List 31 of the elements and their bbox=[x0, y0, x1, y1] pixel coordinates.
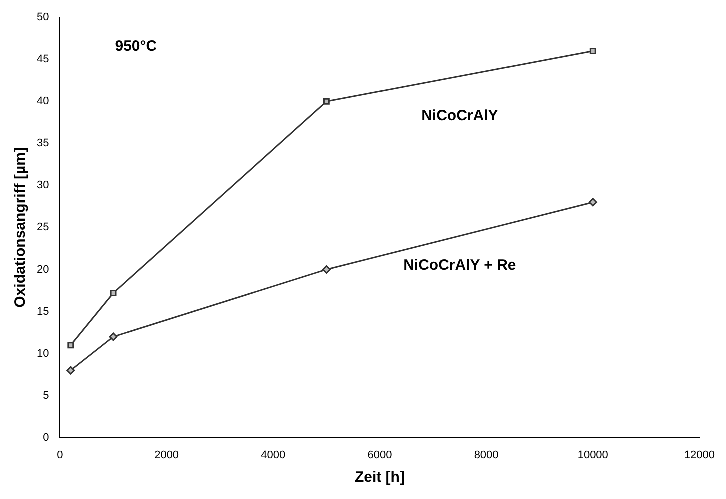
y-tick-label: 5 bbox=[43, 390, 50, 402]
x-tick-label: 8000 bbox=[474, 449, 499, 462]
point bbox=[323, 98, 330, 105]
y-tick-label: 10 bbox=[36, 348, 50, 360]
point bbox=[109, 332, 118, 342]
x-tick-label: 6000 bbox=[368, 449, 392, 462]
point bbox=[588, 198, 598, 207]
y-tick-label: 20 bbox=[36, 264, 50, 276]
point bbox=[66, 366, 76, 375]
x-tick-label: 2000 bbox=[154, 449, 180, 462]
y-tick-label: 15 bbox=[36, 306, 50, 318]
point bbox=[110, 290, 117, 296]
point bbox=[68, 342, 74, 349]
y-tick-label: 35 bbox=[36, 138, 50, 150]
x-tick-label: 12000 bbox=[684, 449, 716, 462]
y-tick-label: 45 bbox=[36, 54, 50, 66]
y-tick-label: 0 bbox=[43, 432, 50, 444]
annotation: 950°C bbox=[115, 38, 158, 56]
series-label: NiCoCrAlY bbox=[422, 108, 498, 125]
y-tick-label: 30 bbox=[36, 180, 50, 192]
x-axis-title: Zeit [h] bbox=[354, 469, 405, 486]
y-axis-title: Oxidationsangriff [µm] bbox=[12, 148, 30, 308]
series-label: NiCoCrAlY + Re bbox=[404, 257, 516, 274]
x-tick-label: 0 bbox=[57, 449, 64, 462]
x-tick-label: 4000 bbox=[261, 449, 286, 462]
point bbox=[590, 48, 596, 54]
point bbox=[322, 265, 331, 274]
y-tick-label: 25 bbox=[36, 222, 50, 234]
y-tick-label: 50 bbox=[36, 12, 50, 24]
y-tick-label: 40 bbox=[36, 96, 50, 108]
x-tick-label: 10000 bbox=[578, 449, 608, 462]
